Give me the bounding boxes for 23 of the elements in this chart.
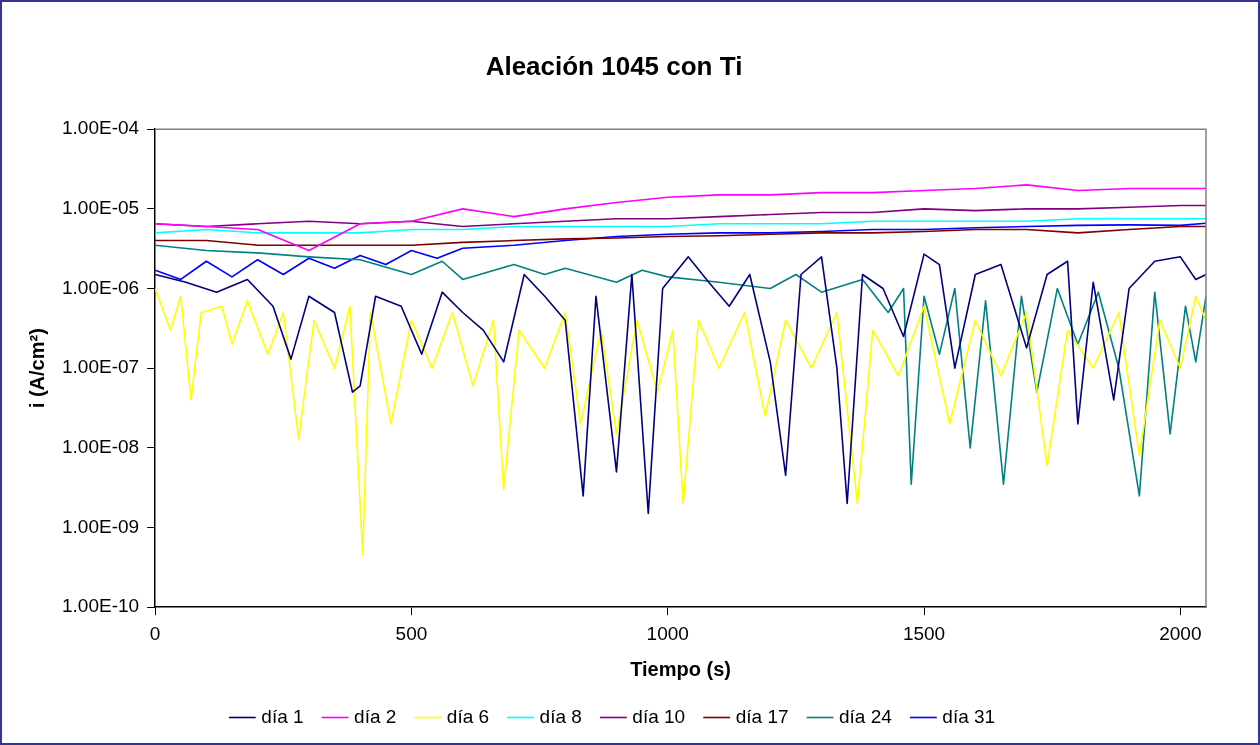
x-tick-label: 500 <box>395 622 428 644</box>
legend-label: día 8 <box>539 705 582 727</box>
y-tick-label: 1.00E-09 <box>61 515 140 537</box>
y-tick-label: 1.00E-07 <box>61 356 140 378</box>
x-tick-label: 1500 <box>902 622 946 644</box>
x-tick-label: 1000 <box>646 622 689 644</box>
legend-label: día 2 <box>354 705 397 727</box>
legend-label: día 24 <box>839 705 893 727</box>
chart-title: Aleación 1045 con Ti <box>485 50 743 81</box>
legend-label: día 6 <box>446 705 490 727</box>
legend-label: día 17 <box>735 705 789 727</box>
legend-label: día 31 <box>942 705 996 727</box>
legend-label: día 10 <box>632 705 686 727</box>
x-tick-label: 0 <box>149 622 161 644</box>
x-axis-title: Tiempo (s) <box>630 657 731 680</box>
y-tick-label: 1.00E-04 <box>61 117 140 139</box>
y-tick-label: 1.00E-06 <box>61 276 140 298</box>
x-tick-label: 2000 <box>1159 622 1202 644</box>
y-tick-label: 1.00E-05 <box>61 197 140 219</box>
legend-label: día 1 <box>261 705 304 727</box>
y-tick-label: 1.00E-08 <box>61 436 140 458</box>
y-axis-title: i (A/cm²) <box>25 328 48 409</box>
y-tick-label: 1.00E-10 <box>61 595 140 617</box>
